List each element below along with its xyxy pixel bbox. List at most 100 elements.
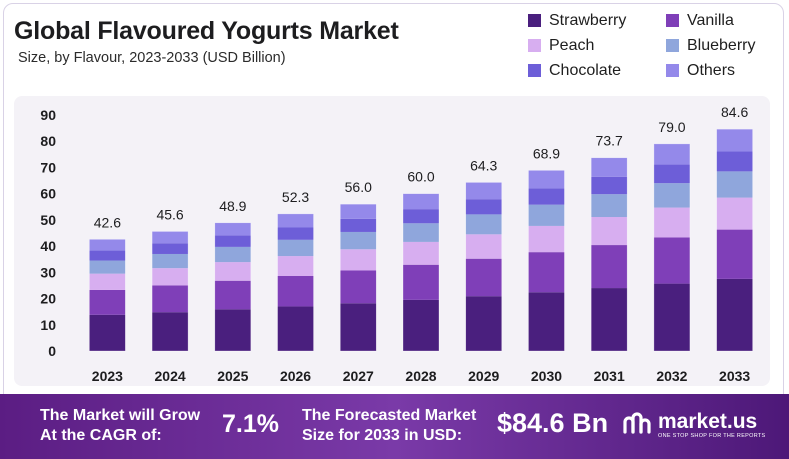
legend-swatch-chocolate [528, 64, 541, 77]
bar-segment [465, 214, 502, 235]
cagr-value: 7.1% [222, 410, 279, 438]
legend-item-blueberry: Blueberry [666, 33, 784, 58]
bar-segment [277, 213, 314, 228]
bar-segment [277, 227, 314, 240]
total-data-label: 48.9 [219, 198, 246, 214]
bar-segment [277, 239, 314, 257]
bar-segment [716, 229, 753, 279]
y-tick-label: 30 [40, 264, 56, 280]
bar-outline [277, 213, 314, 352]
bar-segment [716, 197, 753, 230]
total-data-label: 45.6 [156, 206, 183, 222]
bar-outline [339, 203, 377, 352]
bar-segment [214, 235, 251, 247]
bar-segment [591, 194, 628, 218]
bar-segment [403, 241, 439, 265]
total-data-label: 60.0 [407, 169, 434, 185]
chart-title: Global Flavoured Yogurts Market [14, 17, 399, 45]
chart-subtitle: Size, by Flavour, 2023-2033 (USD Billion… [18, 50, 286, 66]
bar-segment [653, 207, 690, 238]
y-tick-label: 50 [40, 212, 56, 228]
bar-segment [277, 276, 314, 307]
bar-segment [528, 292, 565, 351]
bar-segment [340, 270, 377, 304]
bar-segment [528, 225, 565, 253]
bar-segment [716, 151, 753, 172]
bar-segment [403, 209, 439, 224]
bar-segment [214, 309, 251, 351]
bar-outline [465, 182, 503, 352]
total-data-label: 56.0 [345, 179, 372, 195]
bar-segment [152, 285, 189, 313]
x-tick-label: 2032 [656, 368, 687, 384]
bar-segment [89, 314, 126, 351]
brand-name: market.us [658, 410, 758, 433]
bar-segment [591, 157, 628, 177]
bar-segment [528, 252, 565, 293]
legend-swatch-vanilla [666, 14, 679, 27]
y-tick-label: 80 [40, 133, 56, 149]
x-tick-label: 2033 [719, 368, 750, 384]
bar-segment [340, 218, 377, 232]
bar-outline [402, 193, 440, 352]
legend-item-strawberry: Strawberry [528, 8, 666, 33]
bar-segment [277, 256, 314, 277]
bar-segment [528, 204, 565, 226]
total-data-label: 73.7 [596, 133, 623, 149]
legend-item-chocolate: Chocolate [528, 58, 666, 83]
legend-label-chocolate: Chocolate [549, 61, 622, 79]
x-tick-label: 2027 [343, 368, 374, 384]
y-tick-label: 10 [40, 317, 56, 333]
bar-segment [716, 129, 753, 152]
bar-segment [340, 303, 377, 351]
legend-label-vanilla: Vanilla [687, 11, 734, 29]
bar-outline [151, 231, 189, 352]
legend-label-peach: Peach [549, 36, 595, 54]
x-tick-label: 2028 [405, 368, 436, 384]
legend-label-strawberry: Strawberry [549, 11, 627, 29]
y-tick-label: 60 [40, 186, 56, 202]
forecast-size-label: The Forecasted Market Size for 2033 in U… [302, 407, 477, 444]
bar-segment [653, 237, 690, 284]
chart-legend: Strawberry Vanilla Peach Blueberry Choco… [528, 8, 788, 88]
y-tick-label: 40 [40, 238, 56, 254]
bar-segment [528, 188, 565, 205]
forecast-size-value: $84.6 Bn [497, 408, 609, 438]
bar-outline [528, 170, 565, 352]
bar-segment [89, 260, 126, 274]
y-tick-label: 20 [40, 291, 56, 307]
bar-segment [528, 170, 565, 189]
total-data-label: 84.6 [721, 104, 748, 120]
x-tick-label: 2023 [92, 368, 123, 384]
bar-segment [152, 268, 189, 286]
total-data-label: 79.0 [658, 119, 685, 135]
bar-segment [465, 182, 502, 200]
bar-segment [591, 245, 628, 289]
bar-segment [465, 296, 502, 351]
bar-outline [214, 222, 252, 352]
bar-segment [716, 171, 753, 198]
legend-swatch-peach [528, 39, 541, 52]
bar-segment [340, 249, 377, 271]
bar-segment [653, 183, 690, 208]
bar-segment [340, 231, 377, 250]
total-data-label: 64.3 [470, 157, 497, 173]
x-tick-label: 2026 [280, 368, 311, 384]
bar-segment [465, 199, 502, 215]
bar-segment [403, 193, 439, 210]
legend-item-vanilla: Vanilla [666, 8, 784, 33]
bar-segment [465, 234, 502, 259]
x-tick-label: 2025 [217, 368, 248, 384]
bar-segment [340, 204, 377, 219]
bar-segment [89, 273, 126, 290]
bar-segment [653, 283, 690, 351]
bar-segment [152, 253, 189, 269]
bar-segment [214, 280, 251, 310]
bar-segment [89, 289, 126, 315]
total-data-label: 42.6 [94, 214, 121, 230]
legend-swatch-others [666, 64, 679, 77]
x-tick-label: 2030 [531, 368, 562, 384]
legend-label-others: Others [687, 61, 736, 79]
bar-segment [653, 143, 690, 165]
bar-segment [214, 246, 251, 263]
